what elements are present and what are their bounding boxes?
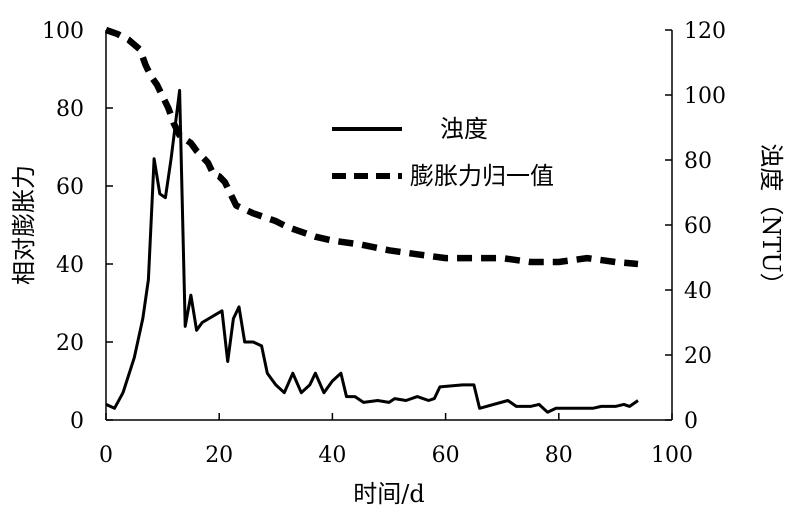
y-left-tick-label: 80 <box>56 97 84 122</box>
legend-label-swelling: 膨胀力归一值 <box>410 162 554 190</box>
y-right-tick-label: 0 <box>684 409 698 434</box>
x-axis-title: 时间/d <box>353 480 424 508</box>
y-right-tick-label: 40 <box>684 279 712 304</box>
y-axis-right-title: 浊度（NTU） <box>757 143 785 296</box>
legend-label-turbidity: 浊度 <box>440 115 488 143</box>
y-left-tick-label: 40 <box>56 253 84 278</box>
x-tick-label: 100 <box>651 443 693 468</box>
turbidity-line <box>105 88 639 414</box>
y-left-tick-label: 100 <box>42 19 84 44</box>
y-left-tick-label: 60 <box>56 175 84 200</box>
x-tick-label: 60 <box>432 443 460 468</box>
y-right-tick-label: 20 <box>684 344 712 369</box>
y-right-tick-label: 100 <box>684 84 726 109</box>
swelling-force-line <box>104 26 639 268</box>
x-tick-label: 80 <box>545 443 573 468</box>
ticks: 0 20 40 60 80 100 0 20 40 60 80 100 0 20 40 60 80 100 120 <box>42 19 726 468</box>
y-left-tick-label: 20 <box>56 331 84 356</box>
x-tick-label: 20 <box>205 443 233 468</box>
axes <box>105 30 673 421</box>
y-right-tick-label: 80 <box>684 149 712 174</box>
y-right-tick-label: 60 <box>684 214 712 239</box>
x-tick-label: 40 <box>318 443 346 468</box>
x-tick-label: 0 <box>99 443 113 468</box>
series-lines <box>104 26 639 414</box>
y-axis-left-title: 相对膨胀力 <box>10 165 38 285</box>
y-left-tick-label: 0 <box>70 409 84 434</box>
legend: 浊度 膨胀力归一值 <box>332 115 554 190</box>
y-right-tick-label: 120 <box>684 19 726 44</box>
